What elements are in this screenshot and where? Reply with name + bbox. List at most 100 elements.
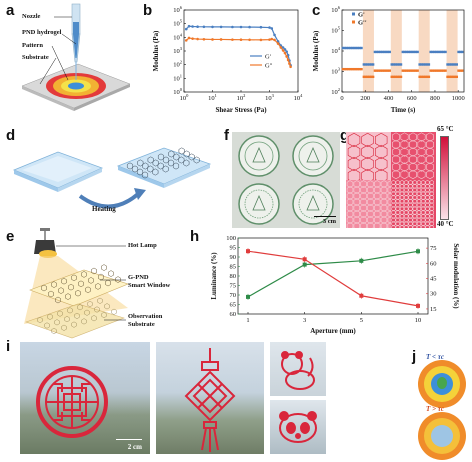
data-point-c-1 bbox=[392, 75, 395, 79]
film-hex-cell bbox=[141, 171, 149, 179]
shaded-interval-c bbox=[418, 10, 430, 92]
data-point-c-1 bbox=[362, 75, 366, 79]
y-tick-label-h: 100 bbox=[226, 235, 236, 242]
micrograph-hex bbox=[367, 180, 374, 188]
data-point-c-0 bbox=[371, 63, 375, 66]
micrograph-hex bbox=[426, 139, 434, 150]
data-point-b-0 bbox=[285, 50, 288, 53]
micrograph-hex bbox=[353, 216, 360, 224]
micrograph-hex bbox=[391, 187, 396, 193]
micrograph-hex bbox=[392, 169, 400, 180]
legend-label-c-1: G'' bbox=[358, 20, 367, 27]
y2-axis-label-h: Solar modulation (%) bbox=[452, 243, 460, 309]
y2-tick-label-h: 60 bbox=[430, 260, 437, 267]
micrograph-hex bbox=[412, 191, 417, 197]
film-hex-cell bbox=[136, 168, 144, 176]
data-point-b-1 bbox=[231, 38, 234, 41]
data-point-h-0 bbox=[246, 294, 250, 299]
data-point-b-0 bbox=[273, 33, 276, 37]
photo-medallion: 2 cm bbox=[20, 342, 150, 454]
micrograph-hex bbox=[425, 210, 430, 215]
micrograph-hex bbox=[416, 221, 422, 227]
micrograph-hex bbox=[395, 202, 400, 208]
x-tick-label-b: 101 bbox=[208, 93, 217, 102]
data-point-c-1 bbox=[388, 69, 391, 72]
micrograph-hex bbox=[392, 139, 400, 150]
micrograph-hex bbox=[404, 198, 409, 204]
micrograph-hex bbox=[360, 210, 367, 218]
data-point-b-0 bbox=[184, 27, 188, 31]
micrograph-hex bbox=[367, 198, 374, 206]
shadow-hex-cell bbox=[47, 313, 53, 320]
film-hex-cell bbox=[178, 156, 185, 164]
y-tick-label-c: 104 bbox=[331, 46, 341, 55]
film-hex-cell bbox=[172, 162, 180, 170]
data-point-c-1 bbox=[347, 67, 350, 71]
micrograph-hex bbox=[353, 192, 360, 200]
data-point-b-1 bbox=[259, 38, 263, 42]
data-point-c-0 bbox=[450, 63, 453, 66]
logo-emblem bbox=[252, 146, 266, 163]
temp-high-label: 65 °C bbox=[437, 125, 454, 133]
micrograph-hex bbox=[404, 202, 409, 208]
logo-emblem bbox=[306, 146, 320, 163]
film-hex-cell bbox=[137, 159, 144, 167]
micrograph-hex bbox=[425, 195, 430, 200]
y-tick-label-b: 100 bbox=[173, 87, 183, 96]
x-tick-label-b: 104 bbox=[294, 93, 304, 102]
micrograph-hex bbox=[412, 198, 417, 204]
data-point-c-0 bbox=[431, 50, 434, 54]
data-point-c-1 bbox=[431, 69, 434, 72]
micrograph-hex bbox=[429, 187, 434, 193]
micrograph-hex bbox=[391, 217, 396, 223]
window-hex-cell bbox=[115, 276, 121, 283]
data-point-c-1 bbox=[418, 75, 421, 79]
data-point-b-1 bbox=[273, 38, 276, 42]
shadow-hex-cell bbox=[57, 310, 63, 317]
micrograph-hex bbox=[399, 206, 405, 212]
micrograph-hex bbox=[367, 186, 374, 194]
data-point-c-0 bbox=[397, 63, 401, 66]
micrograph-grid bbox=[346, 132, 436, 228]
window-hex-cell bbox=[81, 271, 87, 278]
legend-swatch-c-0 bbox=[352, 12, 355, 16]
micrograph-hex bbox=[408, 183, 413, 189]
window-hex-cell bbox=[71, 274, 77, 282]
film-hex-cell bbox=[126, 162, 134, 170]
temperature-colorbar bbox=[440, 136, 449, 220]
data-point-c-0 bbox=[442, 50, 445, 54]
photo-panda-1 bbox=[270, 342, 326, 396]
x-axis-label-b: Shear Stress (Pa) bbox=[215, 106, 267, 114]
micrograph-hex bbox=[400, 154, 409, 165]
micrograph-hex bbox=[399, 213, 405, 219]
cond-high-label: T > τc bbox=[426, 405, 444, 413]
micrograph-hex bbox=[391, 221, 396, 227]
micrograph-hex bbox=[404, 187, 409, 193]
film-hex-cell bbox=[147, 165, 154, 173]
data-point-c-0 bbox=[370, 63, 373, 66]
micrograph-hex bbox=[429, 180, 434, 185]
micrograph-hex bbox=[399, 217, 405, 223]
micrograph-hex bbox=[408, 210, 413, 215]
data-point-c-1 bbox=[358, 67, 361, 71]
data-point-c-1 bbox=[457, 69, 460, 72]
data-point-b-0 bbox=[248, 25, 251, 29]
micrograph-hex bbox=[408, 206, 413, 212]
window-hex-cell bbox=[48, 290, 54, 298]
data-point-h-1 bbox=[302, 257, 307, 262]
data-point-c-0 bbox=[386, 50, 390, 54]
micrograph-hex bbox=[380, 186, 388, 194]
y-tick-label-h: 60 bbox=[230, 311, 237, 318]
panel-label-i: i bbox=[6, 338, 11, 355]
data-point-c-0 bbox=[405, 50, 408, 54]
data-point-c-1 bbox=[455, 75, 458, 79]
micrograph-hex bbox=[360, 186, 367, 194]
series-line-h-0 bbox=[247, 250, 419, 298]
micrograph-hex bbox=[395, 183, 400, 189]
micrograph-hex bbox=[429, 183, 434, 189]
micrograph-hex bbox=[346, 198, 354, 206]
y-axis-label-h: Luminance (%) bbox=[210, 252, 218, 300]
printing-schematic bbox=[21, 3, 131, 111]
micrograph-hex bbox=[399, 210, 405, 215]
micrograph-hex bbox=[395, 187, 400, 193]
